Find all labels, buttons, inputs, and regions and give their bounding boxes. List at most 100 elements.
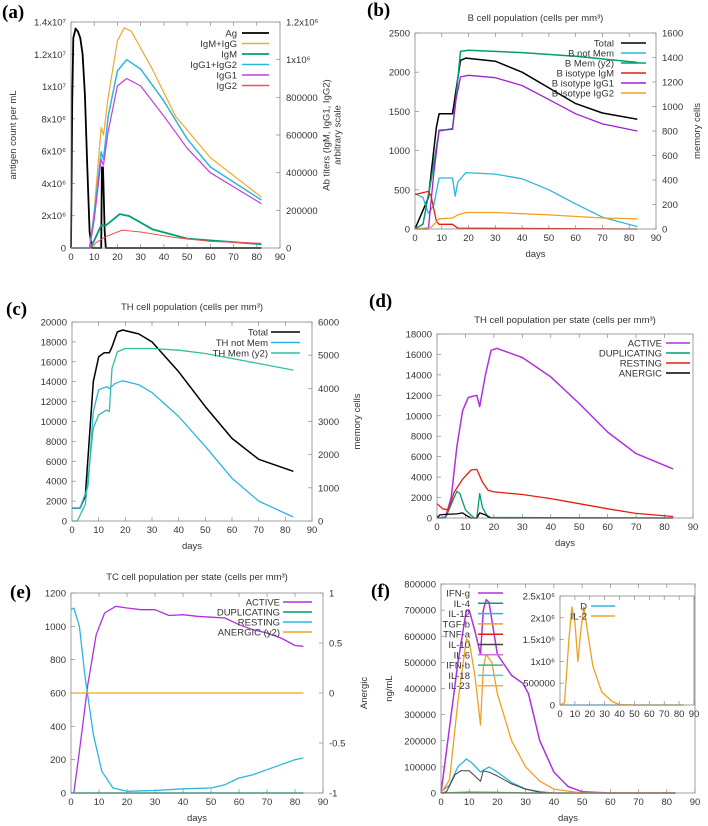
- series-line-active: [436, 347, 674, 519]
- x-axis-label: days: [182, 541, 202, 552]
- plot-border: [71, 321, 313, 522]
- y-tick-label: 400: [50, 722, 66, 733]
- y2-tick-label: -1: [329, 789, 337, 800]
- x-tick-label: 20: [492, 797, 503, 808]
- legend-label: IL-4: [454, 599, 470, 610]
- chart-c: (c) TH cell population (cells per mm³) 0 10…: [6, 299, 363, 552]
- chart-title: TC cell population per state (cells per …: [106, 572, 288, 583]
- y2-tick-label: -0.5: [329, 739, 345, 750]
- x-tick-label: 20: [120, 525, 131, 536]
- y-tick-label: 18000: [406, 330, 432, 341]
- y-tick-label: 14000: [406, 370, 432, 381]
- y-tick-label: 16000: [406, 350, 432, 361]
- y-tick-label: 800000: [404, 580, 436, 591]
- legend-label: ANERGIC: [619, 369, 662, 380]
- y-tick-label: 4000: [411, 473, 432, 484]
- legend-label: Total: [594, 39, 614, 50]
- legend-label: DUPLICATING: [599, 349, 662, 360]
- x-tick-label: 20: [122, 797, 133, 808]
- series-line-il-10: [440, 770, 676, 794]
- y-tick-label: 2.5x10⁶: [523, 592, 556, 603]
- series-line-resting: [70, 607, 304, 792]
- x-tick-label: 10: [460, 522, 471, 533]
- panel-label: (c): [6, 299, 27, 320]
- legend-label: B Mem (y2): [565, 59, 614, 70]
- x-tick-label: 70: [631, 522, 642, 533]
- y-tick-label: 0: [61, 789, 66, 800]
- x-tick-label: 50: [206, 797, 217, 808]
- y-axis-label: ng/mL: [384, 675, 395, 701]
- x-tick-label: 0: [434, 522, 439, 533]
- plot-border: [70, 21, 281, 249]
- x-tick-label: 30: [135, 252, 146, 263]
- y-tick-label: 1.2x10⁷: [34, 50, 67, 61]
- x-tick-label: 0: [69, 525, 74, 536]
- series-line-igm: [71, 213, 262, 249]
- series-line-igg1-igg2: [71, 58, 262, 249]
- legend-label: TH not Mem: [216, 338, 268, 349]
- y-tick-label: 500000: [404, 658, 436, 669]
- x-axis-label: days: [558, 813, 578, 824]
- y-tick-label: 0: [405, 225, 410, 236]
- legend-label: IFN-g: [446, 589, 470, 600]
- y2-tick-label: 0: [286, 244, 291, 255]
- x-tick-label: 0: [68, 252, 73, 263]
- y-tick-label: 1200: [45, 589, 66, 600]
- y2-tick-label: 800: [662, 127, 678, 138]
- x-tick-label: 50: [574, 522, 585, 533]
- x-tick-label: 0: [557, 709, 562, 720]
- x-tick-label: 70: [228, 252, 239, 263]
- x-tick-label: 0: [412, 233, 417, 244]
- legend-label: ACTIVE: [628, 339, 662, 350]
- y2-tick-label: 1000: [662, 102, 683, 113]
- x-tick-label: 40: [549, 797, 560, 808]
- legend-label: IgG2: [216, 81, 237, 92]
- panel-label: (f): [371, 581, 390, 602]
- x-tick-label: 30: [147, 525, 158, 536]
- y-tick-label: 6000: [46, 457, 67, 468]
- y-tick-label: 4x10⁶: [41, 179, 66, 190]
- plot-border: [559, 595, 695, 706]
- legend-label: D: [580, 602, 587, 613]
- y2-tick-label: 0: [329, 689, 334, 700]
- legend-label: TH Mem (y2): [213, 349, 268, 360]
- x-tick-label: 70: [262, 797, 273, 808]
- y-tick-label: 10000: [41, 417, 67, 428]
- y-tick-label: 2x10⁶: [41, 211, 66, 222]
- legend-label: Total: [248, 328, 268, 339]
- y2-tick-label: 1: [329, 589, 334, 600]
- panel-label: (d): [369, 291, 392, 312]
- y-tick-label: 0: [550, 701, 555, 712]
- y-tick-label: 2500: [389, 29, 410, 40]
- y2-tick-label: 0.5: [329, 639, 342, 650]
- y2-tick-label: 1.2x10⁶: [286, 18, 319, 29]
- series-line-il-2: [559, 606, 684, 706]
- y-tick-label: 18000: [41, 337, 67, 348]
- chart-b: (b) B cell population (cells per mm³) 0 10 2…: [367, 0, 703, 260]
- y-tick-label: 0: [62, 517, 67, 528]
- x-tick-label: 60: [227, 525, 238, 536]
- y-tick-label: 500: [394, 185, 410, 196]
- series-line-total: [72, 329, 294, 509]
- y2-axis-label: Ab titers (IgM, IgG1, IgG2): [322, 79, 333, 190]
- x-tick-label: 70: [597, 233, 608, 244]
- x-tick-label: 40: [545, 522, 556, 533]
- y2-tick-label: 200: [662, 200, 678, 211]
- x-tick-label: 50: [182, 252, 193, 263]
- y-tick-label: 6000: [411, 452, 432, 463]
- y-tick-label: 2000: [389, 68, 410, 79]
- x-tick-label: 10: [436, 233, 447, 244]
- y-tick-label: 14000: [41, 377, 67, 388]
- legend-label: IL-18: [448, 671, 470, 682]
- x-tick-label: 70: [633, 797, 644, 808]
- x-tick-label: 30: [490, 233, 501, 244]
- x-tick-label: 90: [688, 522, 699, 533]
- y2-tick-label: 1x10⁶: [286, 55, 311, 66]
- legend-label: IL-6: [454, 650, 470, 661]
- x-tick-label: 10: [93, 525, 104, 536]
- legend-label: ANERGIC (y2): [218, 628, 280, 639]
- y2-tick-label: 3000: [318, 417, 339, 428]
- y-tick-label: 100000: [404, 762, 436, 773]
- x-tick-label: 50: [544, 233, 555, 244]
